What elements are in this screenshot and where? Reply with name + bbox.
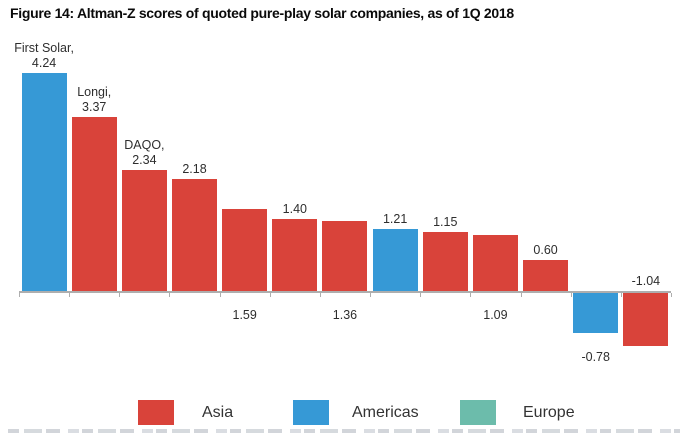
x-axis-tick bbox=[520, 292, 522, 297]
x-axis-tick bbox=[69, 292, 71, 297]
bar-value-label: 0.60 bbox=[533, 243, 558, 258]
bar-label-rank-13: -1.04 bbox=[632, 274, 661, 289]
x-axis-tick bbox=[119, 292, 121, 297]
x-axis-tick bbox=[420, 292, 422, 297]
bar-name-label: First Solar, bbox=[14, 40, 74, 55]
bar-name-label: Longi, bbox=[77, 85, 112, 100]
bar-value-label: 2.34 bbox=[132, 153, 157, 168]
bar-value-label: 3.37 bbox=[82, 100, 107, 115]
bar-rank-10 bbox=[472, 234, 518, 291]
x-axis-tick bbox=[269, 292, 271, 297]
bar-label-rank-7: 1.36 bbox=[333, 308, 357, 323]
legend-label-europe: Europe bbox=[523, 404, 575, 421]
cropped-caption-strip bbox=[8, 429, 680, 433]
bar-label-rank-4: 2.18 bbox=[182, 162, 206, 177]
x-axis-tick bbox=[169, 292, 171, 297]
bar-value-label: -0.78 bbox=[581, 349, 610, 364]
bar-label-rank-11: 0.60 bbox=[533, 243, 557, 258]
bar-rank-13 bbox=[623, 292, 669, 347]
bar-rank-7 bbox=[322, 220, 368, 291]
bar-rank-12 bbox=[573, 292, 619, 333]
bar-label-rank-9: 1.15 bbox=[433, 215, 457, 230]
bar-rank-11 bbox=[523, 260, 569, 291]
bar-label-first-solar: First Solar, 4.24 bbox=[14, 41, 74, 71]
legend-swatch-asia bbox=[138, 400, 174, 425]
bar-value-label: 1.15 bbox=[433, 214, 458, 229]
x-axis-tick bbox=[319, 292, 321, 297]
legend-label-americas: Americas bbox=[352, 404, 419, 421]
bar-value-label: 1.09 bbox=[483, 308, 508, 322]
x-axis-tick bbox=[470, 292, 472, 297]
bar-value-label: 1.21 bbox=[382, 211, 408, 226]
bar-value-label: 1.59 bbox=[232, 308, 257, 322]
x-axis-tick bbox=[19, 292, 20, 297]
bar-longi bbox=[71, 117, 117, 291]
bar-value-label: 1.40 bbox=[282, 201, 307, 216]
bar-label-rank-12: -0.78 bbox=[581, 350, 610, 365]
x-axis-tick bbox=[370, 292, 372, 297]
bar-value-label: 4.24 bbox=[31, 55, 57, 70]
x-axis-line bbox=[19, 291, 671, 293]
bar-rank-6 bbox=[272, 218, 318, 291]
bar-label-rank-6: 1.40 bbox=[283, 202, 307, 217]
bar-label-rank-5: 1.59 bbox=[233, 308, 257, 323]
x-axis-tick bbox=[570, 292, 572, 297]
legend-swatch-americas bbox=[293, 400, 329, 425]
bar-first-solar bbox=[21, 72, 67, 291]
figure-title: Figure 14: Altman-Z scores of quoted pur… bbox=[10, 5, 514, 21]
legend-swatch-europe bbox=[460, 400, 496, 425]
bar-name-label: DAQO, bbox=[124, 138, 165, 153]
bar-value-label: -1.04 bbox=[631, 274, 661, 288]
bar-value-label: 1.36 bbox=[332, 308, 358, 322]
bar-rank-8 bbox=[372, 228, 418, 291]
bar-daqo bbox=[121, 170, 167, 291]
x-axis-tick bbox=[219, 292, 221, 297]
x-axis-tick bbox=[670, 292, 672, 297]
bar-rank-4 bbox=[172, 178, 218, 291]
bar-label-rank-10: 1.09 bbox=[483, 308, 507, 323]
bar-rank-5 bbox=[222, 209, 268, 291]
bar-value-label: 2.18 bbox=[182, 161, 207, 176]
x-axis-tick bbox=[620, 292, 622, 297]
bar-label-rank-8: 1.21 bbox=[383, 212, 407, 227]
bar-label-daqo: DAQO, 2.34 bbox=[124, 138, 164, 168]
bar-rank-9 bbox=[422, 231, 468, 291]
bar-label-longi: Longi, 3.37 bbox=[77, 85, 111, 115]
legend-label-asia: Asia bbox=[202, 404, 234, 421]
